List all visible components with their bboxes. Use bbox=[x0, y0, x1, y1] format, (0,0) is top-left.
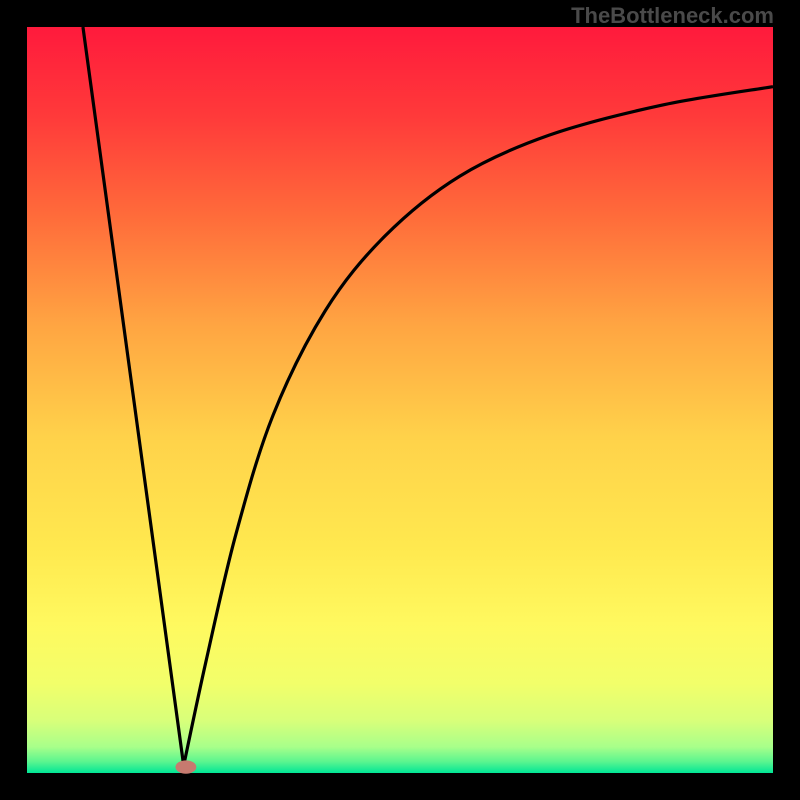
bottleneck-chart bbox=[0, 0, 800, 800]
optimal-point-marker bbox=[175, 760, 196, 773]
watermark-text: TheBottleneck.com bbox=[571, 3, 774, 29]
chart-frame: TheBottleneck.com bbox=[0, 0, 800, 800]
gradient-background bbox=[27, 27, 773, 773]
